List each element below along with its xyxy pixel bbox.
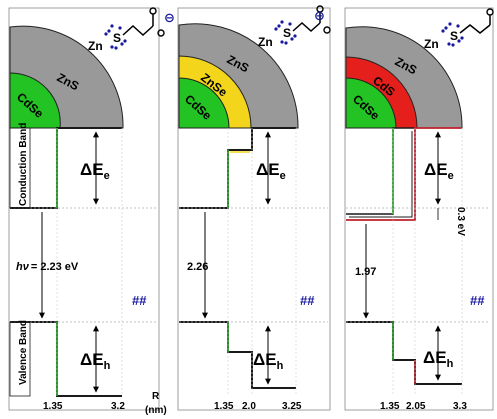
panel-3-tick-2: 2.05 (406, 401, 426, 412)
panel-2-ligand-oxygen (316, 5, 324, 13)
panel-2-pair-symbol: ## (300, 293, 315, 308)
panel-1-delta-e-electron: ΔEe (80, 160, 110, 182)
panel-3-valence-edge (346, 321, 462, 385)
panel-3-tick-3: 3.3 (453, 401, 467, 412)
panel-3-frame (344, 7, 494, 411)
panel-1-valence-label: Valence Band (18, 320, 29, 385)
panel-3-bands: ΔEe 0.3 eV ΔEh 1.97 ## (346, 127, 490, 396)
panel-3-pair-symbol: ## (470, 293, 485, 308)
panel-3-ligand-metal: Zn (424, 37, 439, 51)
panel-1-ligand-metal: Zn (88, 39, 103, 53)
panel-2-delta-e-hole: ΔEh (253, 350, 284, 372)
panel-1-pair-symbol: ## (132, 293, 147, 308)
panel-2-frame (177, 7, 331, 411)
panel-3-ligand-oxygen (486, 8, 494, 16)
panel-1-ligand-oxygen-2 (157, 29, 165, 37)
panel-3-delta-e-electron: ΔEe (424, 160, 454, 182)
panel-2: ZnS ZnSe CdSe Zn S ⊖ ΔEe (177, 5, 331, 412)
panel-3-tick-1: 1.35 (380, 401, 400, 412)
panel-3-offset-label: 0.3 eV (455, 207, 466, 236)
panel-3-transition-label: 1.97 (355, 266, 376, 278)
panel-2-cdse-core (178, 77, 230, 129)
panel-2-ligand-sulfur: S (283, 26, 291, 40)
panel-2-lone-pairs (274, 20, 297, 45)
panel-2-ligand-metal: Zn (258, 35, 273, 49)
panel-3-ligand-sulfur: S (450, 29, 458, 43)
panel-2-delta-e-electron: ΔEe (256, 160, 286, 182)
panel-1-axis-symbol: R (152, 391, 160, 402)
panel-1-tick-1: 1.35 (43, 401, 63, 412)
panel-1-ligand-sulfur: S (113, 31, 121, 45)
panel-3-cdse-core (345, 77, 397, 129)
panel-1: ZnS CdSe Zn S ⊖ Conduction Band (8, 7, 175, 416)
panel-3: ZnS CdS CdSe Zn S ΔEe (344, 7, 494, 412)
panel-1-vb-label-box (9, 321, 31, 397)
panel-2-tick-2: 2.0 (242, 401, 256, 412)
panel-2-bands: ΔEe ΔEh 2.26 ## (179, 127, 328, 396)
panel-1-transition-label: hν = 2.23 eV (16, 261, 79, 273)
panel-1-delta-e-hole: ΔEh (80, 350, 111, 372)
panel-2-tick-3: 3.25 (282, 401, 302, 412)
panel-2-transition-label: 2.26 (187, 261, 208, 273)
panel-2-ligand-charge: ⊖ (314, 8, 325, 23)
panel-1-conduction-label: Conduction Band (18, 123, 29, 206)
panel-1-ligand-chain (122, 24, 154, 37)
panel-1-cdse-core (9, 72, 61, 129)
panel-1-axis-unit: (nm) (145, 405, 167, 416)
panel-2-valence-edge (179, 321, 296, 389)
panel-2-ligand-oxygen-2 (323, 26, 331, 34)
panel-1-tick-2: 3.2 (111, 401, 125, 412)
panel-3-conduction-edge (346, 127, 415, 215)
panel-2-tick-1: 1.35 (214, 401, 234, 412)
panel-1-cb-label-box (9, 127, 31, 209)
panel-3-delta-e-hole: ΔEh (423, 348, 454, 370)
panel-1-ligand-oxygen (149, 7, 157, 15)
panel-1-frame (8, 7, 160, 411)
panel-3-cds-conduction-inner (349, 131, 413, 218)
panel-1-ligand-charge: ⊖ (164, 10, 175, 25)
panel-2-ligand-chain (292, 21, 321, 33)
panel-1-lone-pairs (104, 24, 127, 50)
panel-1-bands: Conduction Band Valence Band ΔEe ΔEh hν =… (9, 123, 156, 397)
panel-3-lone-pairs (441, 22, 464, 47)
panel-3-ligand-chain (459, 24, 491, 34)
